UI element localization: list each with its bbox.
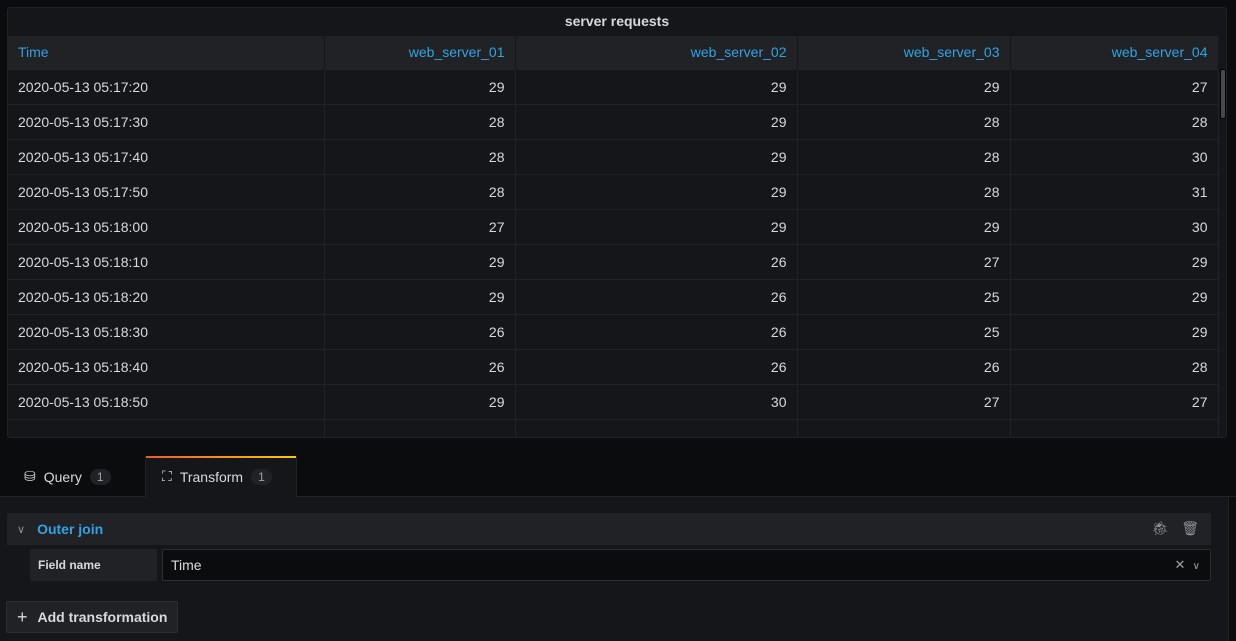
table-cell	[1010, 418, 1219, 437]
tab-query[interactable]: ⛁ Query 1	[8, 456, 127, 497]
table-cell: 29	[515, 173, 798, 209]
table-cell: 29	[1010, 313, 1219, 349]
table-cell: 2020-05-13 05:18:40	[8, 348, 325, 384]
table-row-partial	[8, 418, 1219, 437]
panel-title[interactable]: server requests	[564, 13, 670, 29]
clear-icon[interactable]: ✕	[1174, 557, 1186, 572]
table-cell: 29	[515, 103, 798, 139]
table-row: 2020-05-13 05:17:30 28 29 28 28	[8, 103, 1219, 139]
table-cell	[8, 418, 325, 437]
count-badge: 1	[89, 468, 111, 485]
button-label: Add transformation	[37, 609, 168, 625]
column-header[interactable]: web_server_01	[324, 36, 516, 69]
column-header[interactable]: Time	[8, 36, 325, 69]
table-cell: 28	[797, 173, 1011, 209]
column-header[interactable]: web_server_04	[1010, 36, 1219, 69]
table-cell	[515, 418, 798, 437]
selected-value: Time	[171, 557, 202, 573]
table-cell: 26	[515, 313, 798, 349]
table-cell: 26	[515, 243, 798, 279]
field-name-label: Field name	[30, 549, 157, 581]
table-cell: 29	[324, 278, 516, 314]
table-cell: 25	[797, 313, 1011, 349]
table-cell: 26	[797, 348, 1011, 384]
table-cell: 29	[515, 138, 798, 174]
transformation-name: Outer join	[37, 521, 104, 537]
editor-scrollbar[interactable]	[1228, 497, 1236, 641]
table-cell: 2020-05-13 05:17:40	[8, 138, 325, 174]
table-cell: 2020-05-13 05:18:20	[8, 278, 325, 314]
trash-icon[interactable]: 🗑︎	[1181, 520, 1199, 536]
table-row: 2020-05-13 05:17:40 28 29 28 30	[8, 138, 1219, 174]
column-header[interactable]: web_server_02	[515, 36, 798, 69]
table-cell: 25	[797, 278, 1011, 314]
table-cell: 27	[797, 383, 1011, 419]
table-cell: 29	[324, 68, 516, 104]
table-cell: 2020-05-13 05:18:50	[8, 383, 325, 419]
table-cell: 26	[324, 313, 516, 349]
transformation-header[interactable]: ∨ Outer join 🐞︎ 🗑︎	[7, 513, 1211, 545]
table-row: 2020-05-13 05:18:30 26 26 25 29	[8, 313, 1219, 349]
count-badge: 1	[251, 468, 272, 485]
table-cell: 2020-05-13 05:17:50	[8, 173, 325, 209]
table-cell: 28	[324, 103, 516, 139]
table-row: 2020-05-13 05:18:20 29 26 25 29	[8, 278, 1219, 314]
table-cell: 27	[324, 208, 516, 244]
table-row: 2020-05-13 05:18:50 29 30 27 27	[8, 383, 1219, 419]
table-panel: server requests Time web_server_01 web_ser…	[7, 7, 1227, 438]
table-cell: 29	[797, 68, 1011, 104]
bug-icon[interactable]: 🐞︎	[1151, 520, 1170, 536]
tab-transform[interactable]: ⛶ Transform 1	[145, 456, 297, 497]
table-row: 2020-05-13 05:18:40 26 26 26 28	[8, 348, 1219, 384]
table-cell	[797, 418, 1011, 437]
table-cell: 26	[324, 348, 516, 384]
table-cell: 28	[1010, 348, 1219, 384]
table-cell: 29	[797, 208, 1011, 244]
table-cell: 2020-05-13 05:18:00	[8, 208, 325, 244]
table-cell: 27	[1010, 68, 1219, 104]
transform-icon: ⛶	[162, 468, 172, 484]
table-cell: 29	[1010, 243, 1219, 279]
table-cell: 29	[324, 383, 516, 419]
data-table: Time web_server_01 web_server_02 web_server…	[8, 36, 1219, 437]
table-row: 2020-05-13 05:18:00 27 29 29 30	[8, 208, 1219, 244]
table-cell: 26	[515, 278, 798, 314]
table-cell: 2020-05-13 05:18:30	[8, 313, 325, 349]
table-cell: 28	[324, 138, 516, 174]
transform-editor: ∨ Outer join 🐞︎ 🗑︎ Field name Time ✕ ∨ +…	[0, 497, 1228, 641]
table-cell: 2020-05-13 05:17:20	[8, 68, 325, 104]
table-cell: 30	[1010, 208, 1219, 244]
table-cell: 27	[797, 243, 1011, 279]
table-cell: 31	[1010, 173, 1219, 209]
table-cell: 29	[515, 68, 798, 104]
plus-icon: +	[17, 606, 28, 627]
table-cell: 2020-05-13 05:17:30	[8, 103, 325, 139]
table-cell: 28	[1010, 103, 1219, 139]
table-cell: 28	[797, 138, 1011, 174]
table-cell: 30	[1010, 138, 1219, 174]
column-header[interactable]: web_server_03	[797, 36, 1011, 69]
table-cell: 28	[797, 103, 1011, 139]
table-cell	[324, 418, 516, 437]
table-cell: 2020-05-13 05:18:10	[8, 243, 325, 279]
table-scrollbar[interactable]	[1220, 69, 1226, 119]
tab-label: Transform	[179, 468, 244, 485]
field-name-select[interactable]: Time ✕ ∨	[162, 549, 1211, 581]
table-cell: 27	[1010, 383, 1219, 419]
table-cell: 28	[324, 173, 516, 209]
chevron-down-icon[interactable]: ∨	[1192, 561, 1200, 572]
table-cell: 30	[515, 383, 798, 419]
database-icon: ⛁	[24, 468, 36, 484]
editor-tabs: ⛁ Query 1 ⛶ Transform 1	[0, 456, 1236, 497]
table-row: 2020-05-13 05:17:20 29 29 29 27	[8, 68, 1219, 104]
tab-label: Query	[43, 468, 82, 485]
add-transformation-button[interactable]: + Add transformation	[6, 601, 178, 633]
table-row: 2020-05-13 05:17:50 28 29 28 31	[8, 173, 1219, 209]
table-cell: 26	[515, 348, 798, 384]
table-cell: 29	[324, 243, 516, 279]
table-row: 2020-05-13 05:18:10 29 26 27 29	[8, 243, 1219, 279]
chevron-down-icon[interactable]: ∨	[17, 523, 26, 536]
table-cell: 29	[1010, 278, 1219, 314]
table-cell: 29	[515, 208, 798, 244]
